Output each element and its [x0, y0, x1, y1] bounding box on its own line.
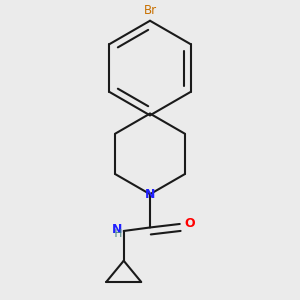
Text: N: N [145, 188, 155, 201]
Text: O: O [184, 218, 195, 230]
Text: Br: Br [143, 4, 157, 17]
Text: N: N [112, 223, 122, 236]
Text: H: H [108, 229, 122, 239]
